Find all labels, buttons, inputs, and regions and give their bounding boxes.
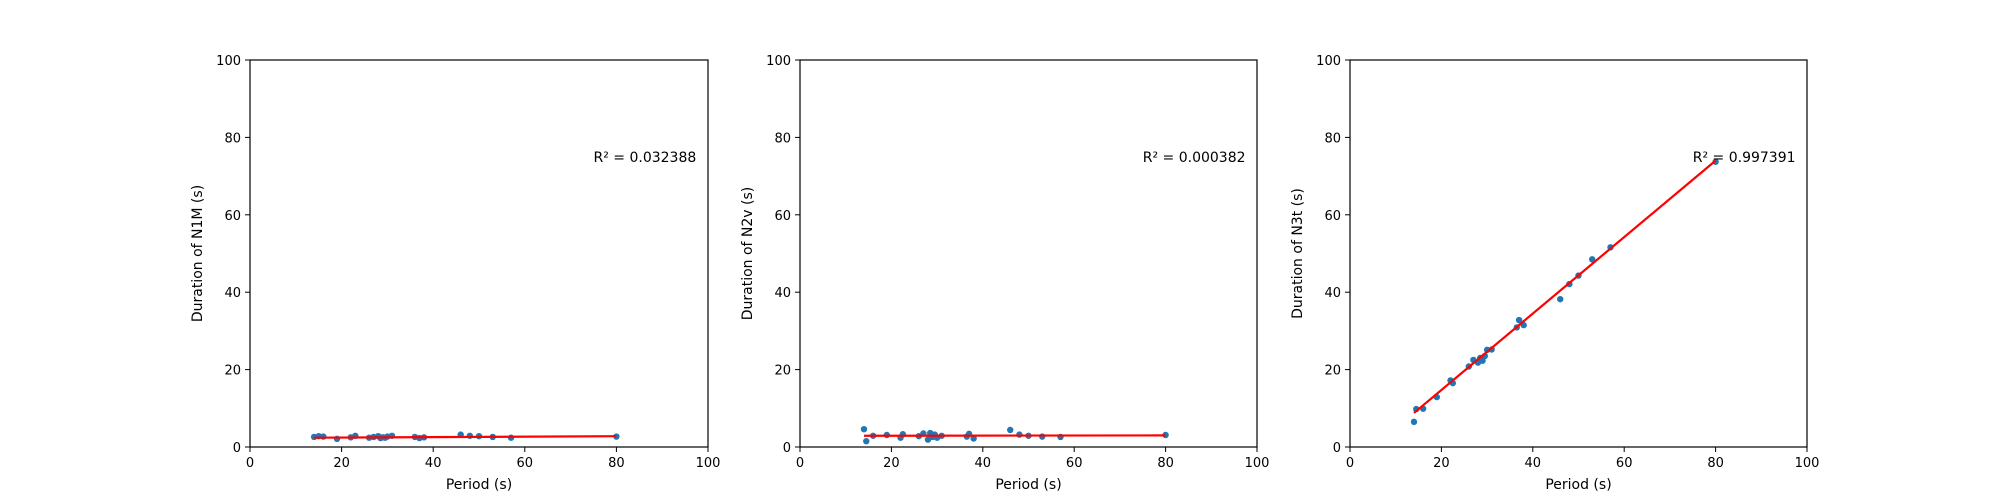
x-tick-label: 60 [1066, 456, 1083, 471]
y-tick-label: 40 [774, 286, 791, 301]
x-tick-label: 20 [1433, 456, 1450, 471]
r-squared-annotation: R² = 0.997391 [1693, 150, 1796, 166]
data-point [1410, 418, 1418, 426]
plot-frame [249, 59, 709, 448]
y-tick-label: 60 [774, 209, 791, 224]
x-tick-label: 80 [608, 456, 625, 471]
y-tick-label: 80 [224, 131, 241, 146]
data-point [1557, 295, 1564, 303]
chart-panel-1: 0 20 40 60 80 100 0 20 40 60 80 100 Period (s) Durati… [190, 54, 720, 493]
r-squared-annotation: R² = 0.032388 [594, 150, 697, 166]
x-tick-label: 80 [1157, 456, 1174, 471]
data-point [1007, 426, 1014, 434]
y-tick-label: 20 [1324, 364, 1341, 379]
data-point [1515, 316, 1523, 324]
x-tick-label: 0 [1346, 456, 1354, 471]
data-point [863, 437, 870, 445]
x-tick-label: 60 [517, 456, 534, 471]
y-tick-label: 20 [224, 364, 241, 379]
y-tick-label: 80 [774, 131, 791, 146]
x-axis-label: Period (s) [1545, 477, 1611, 493]
plot-frame [1349, 59, 1808, 448]
x-tick-label: 20 [883, 456, 900, 471]
chart-panel-2: 0 20 40 60 80 100 0 20 40 60 80 100 Period (s) Durati… [740, 54, 1269, 493]
x-tick-label: 40 [425, 456, 442, 471]
y-tick-label: 100 [216, 54, 241, 69]
x-tick-label: 100 [696, 456, 721, 471]
x-axis-label: Period (s) [446, 477, 512, 493]
y-axis-label: Duration of N3t (s) [1290, 188, 1306, 319]
x-axis-label: Period (s) [995, 477, 1061, 493]
x-tick-label: 80 [1707, 456, 1724, 471]
x-tick-label: 40 [1525, 456, 1542, 471]
data-point [860, 425, 868, 433]
chart-panel-3: 0 20 40 60 80 100 0 20 40 60 80 100 Period (s) Durati… [1290, 54, 1819, 493]
y-tick-label: 0 [233, 441, 241, 456]
y-tick-label: 0 [783, 441, 791, 456]
y-tick-label: 60 [1324, 209, 1341, 224]
x-tick-label: 100 [1245, 456, 1270, 471]
r-squared-annotation: R² = 0.000382 [1143, 150, 1246, 166]
y-tick-label: 0 [1333, 441, 1341, 456]
y-tick-label: 60 [224, 209, 241, 224]
x-tick-label: 100 [1795, 456, 1820, 471]
x-tick-label: 60 [1616, 456, 1633, 471]
y-tick-label: 100 [1316, 54, 1341, 69]
y-tick-label: 80 [1324, 131, 1341, 146]
y-axis-label: Duration of N1M (s) [190, 185, 206, 322]
y-tick-label: 100 [766, 54, 791, 69]
data-point [970, 435, 977, 442]
y-tick-label: 20 [774, 364, 791, 379]
x-tick-label: 40 [975, 456, 992, 471]
plot-frame [799, 59, 1258, 448]
data-point [320, 433, 327, 440]
y-tick-label: 40 [1324, 286, 1341, 301]
data-point [1162, 431, 1169, 439]
x-tick-label: 20 [333, 456, 350, 471]
fit-line [314, 435, 617, 439]
fit-line [1413, 159, 1717, 414]
y-tick-label: 40 [224, 286, 241, 301]
y-axis-label: Duration of N2v (s) [740, 187, 756, 321]
data-point [1589, 256, 1596, 263]
x-tick-label: 0 [246, 456, 254, 471]
x-tick-label: 0 [796, 456, 804, 471]
